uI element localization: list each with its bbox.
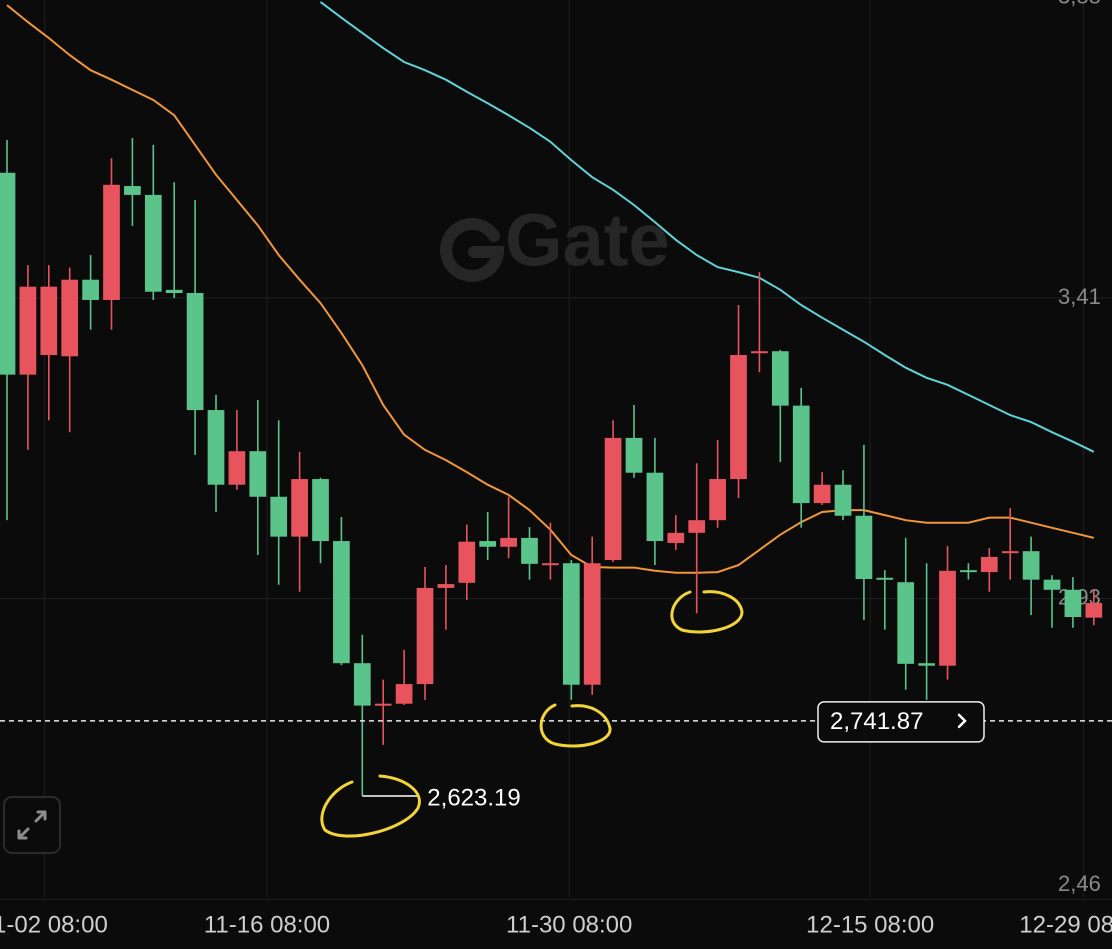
grid-layer [0,0,1112,900]
candle-body [40,286,58,356]
candle-body [416,587,434,685]
candle-body [897,582,915,664]
hand-circle [670,590,744,634]
x-tick-label: 12-29 08:00 [1019,911,1112,938]
candle-body [813,484,831,504]
candle-body [751,351,768,354]
candle-body [688,520,706,533]
expand-icon[interactable] [17,810,47,840]
candle-body [437,584,455,588]
candle-body [186,292,204,411]
candle-body [625,437,643,473]
candle-body [646,472,664,542]
candle-body [0,172,16,375]
candles [0,137,1103,796]
x-axis-labels: 11-02 08:00 11-16 08:00 11-30 08:00 12-15 0… [0,911,1112,938]
price-label: 2,741.87 [830,708,923,735]
hand-circle [320,774,421,838]
candle-body [604,437,622,561]
y-tick-label: 2,46 [1058,871,1101,896]
candle-body [918,663,935,666]
candle-body [270,496,288,537]
low-marker-label: 2,623.19 [427,784,520,811]
candle-body [395,684,413,704]
candle-body [1043,579,1061,590]
candle-body [939,570,956,666]
candle-body [124,186,141,195]
candle-body [583,563,601,685]
candle-body [771,351,789,406]
moving-average-line [319,1,1095,453]
hand-circle [539,703,612,748]
x-tick-label: 11-30 08:00 [506,911,632,938]
candle-body [792,405,810,504]
y-tick-label: 3,41 [1058,284,1101,309]
candle-body [207,410,225,485]
candle-body [333,541,350,664]
candle-body [960,570,977,573]
x-tick-label: 11-02 08:00 [0,911,108,938]
candle-body [562,563,580,685]
price-label-chevron [957,713,967,729]
candle-body [1085,603,1103,618]
candle-body [249,451,267,497]
candle-body [458,541,476,583]
price-label-box [817,701,985,743]
candle-body [709,479,726,521]
candle-body [479,541,497,547]
candle-body [1022,551,1040,580]
candle-body [374,703,392,706]
candle-body [312,479,329,542]
candle-body [144,194,162,292]
candle-body [1064,589,1082,618]
candle-body [291,479,308,537]
candle-body [1001,551,1019,554]
candle-body [19,286,37,375]
candle-body [876,577,894,580]
candle-body [165,289,183,293]
candle-body [61,279,79,357]
price-line-layer: 2,741.87 2,623.19 [0,701,1112,811]
watermark-logo [440,218,505,282]
candle-body [500,537,517,547]
expand-button[interactable] [3,796,61,854]
candle-body [228,451,246,485]
candle-body [834,484,852,516]
x-tick-label: 11-16 08:00 [204,911,330,938]
candle-body [730,355,747,480]
x-tick-label: 12-15 08:00 [806,911,934,938]
annotations [320,590,744,838]
expand-button-frame[interactable] [3,796,61,854]
candle-body [521,537,538,564]
y-tick-label: 3,88 [1058,0,1101,8]
candle-body [353,663,371,706]
watermark-text: Gate [505,199,670,282]
candle-body [855,515,873,580]
candle-body [542,563,559,566]
candle-body [82,279,99,300]
candle-body [980,556,998,573]
candle-body [667,532,685,543]
candle-body [103,184,120,300]
